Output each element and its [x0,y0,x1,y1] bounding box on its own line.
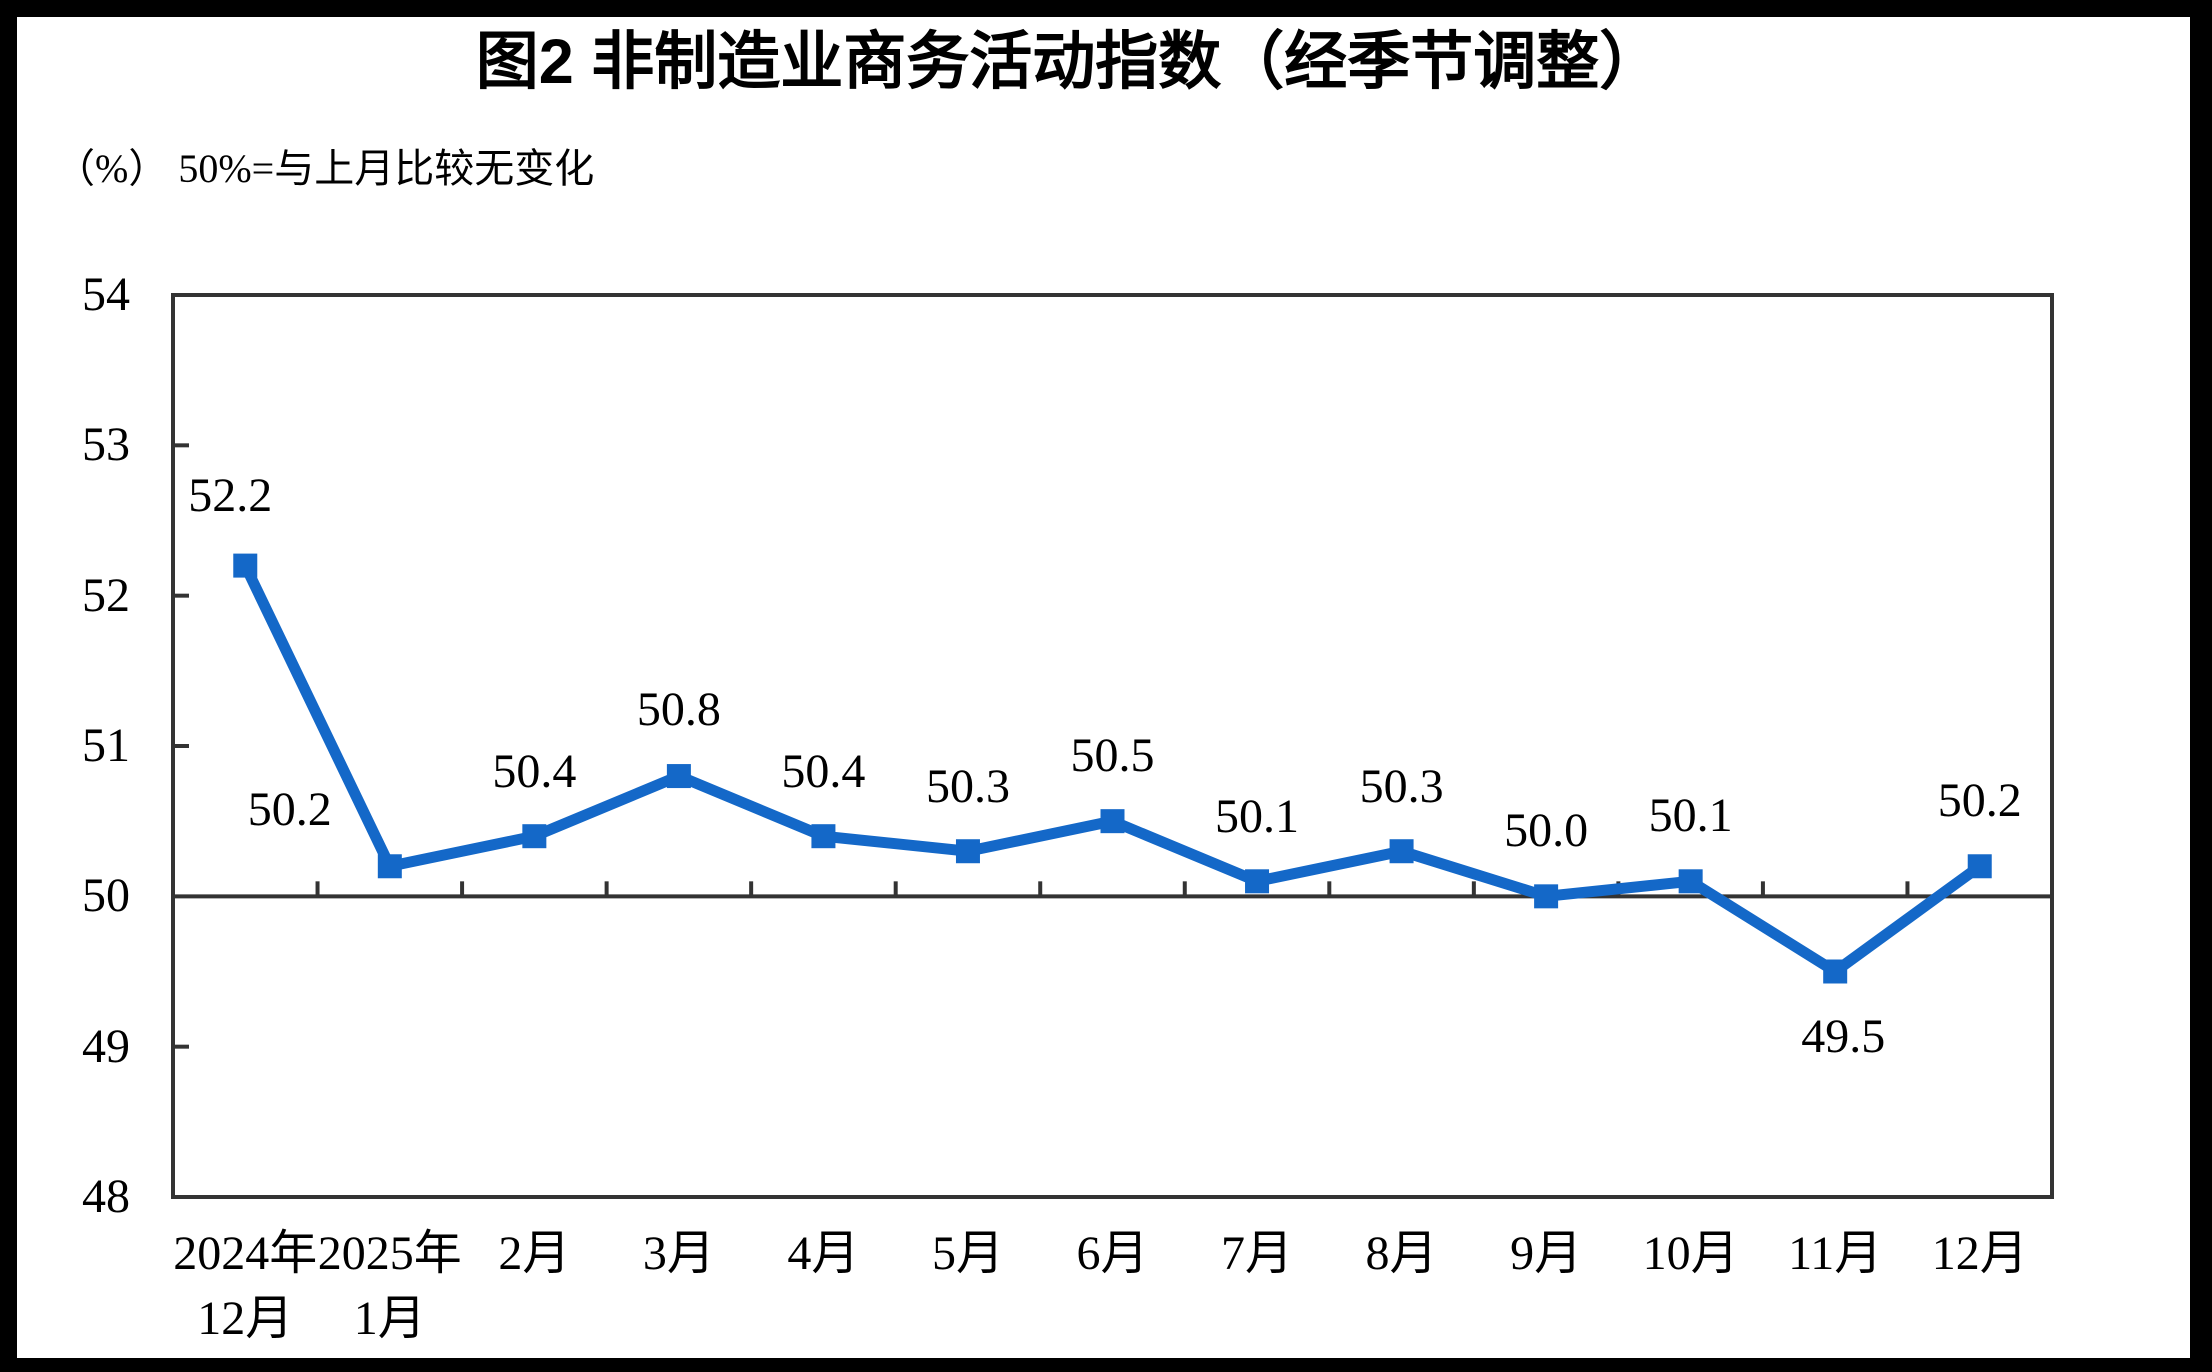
y-axis-label: 48 [82,1170,130,1223]
y-axis-label: 53 [82,418,130,472]
axis-unit-note: （%） 50%=与上月比较无变化 [55,146,595,191]
x-axis-label: 10月 [1642,1227,1739,1280]
data-label: 49.5 [1801,1009,1886,1063]
data-point-marker [666,764,691,789]
data-point-marker [955,839,980,864]
data-point-marker [1823,959,1848,984]
data-label: 50.3 [925,760,1010,814]
data-point-marker [811,824,836,849]
x-axis-label: 2月 [498,1227,571,1280]
data-label: 50.1 [1215,790,1300,844]
y-axis-label: 50 [82,869,130,923]
data-label: 50.4 [781,745,866,799]
x-axis-label: 9月 [1510,1227,1583,1280]
data-label: 50.2 [1937,774,2022,828]
y-axis-label: 51 [82,719,130,772]
x-axis-label: 5月 [931,1227,1004,1280]
data-label: 50.8 [636,683,721,737]
data-label: 50.0 [1504,804,1589,858]
chart-title: 图2 非制造业商务活动指数（经季节调整） [475,27,1663,97]
data-point-marker [522,824,547,849]
data-label: 50.2 [247,783,332,837]
x-axis-label: 6月 [1076,1227,1149,1280]
y-axis-label: 52 [82,568,130,622]
data-label: 50.3 [1359,760,1444,814]
x-axis-label: 7月 [1221,1227,1294,1280]
data-label: 52.2 [188,468,273,522]
x-axis-label: 3月 [642,1227,715,1280]
data-point-marker [1678,869,1703,894]
data-point-marker [1245,869,1270,894]
data-point-marker [1389,839,1414,864]
x-axis-label: 12月 [1931,1227,2028,1280]
x-axis-label: 2024年 12月 [173,1227,318,1345]
data-point-marker [1967,854,1992,879]
data-point-marker [377,854,402,879]
data-label: 50.4 [492,745,577,799]
x-axis-label: 11月 [1788,1227,1883,1280]
data-point-marker [1100,809,1125,834]
x-axis-label: 8月 [1365,1227,1438,1280]
y-axis-label: 49 [82,1019,130,1073]
data-point-marker [1534,884,1559,909]
chart-paper [17,17,2190,1358]
x-axis-label: 4月 [787,1227,860,1280]
data-label: 50.5 [1070,729,1155,783]
data-point-marker [233,553,258,578]
data-label: 50.1 [1648,789,1733,843]
x-axis-label: 2025年 1月 [317,1227,462,1345]
y-axis-label: 54 [82,268,130,321]
